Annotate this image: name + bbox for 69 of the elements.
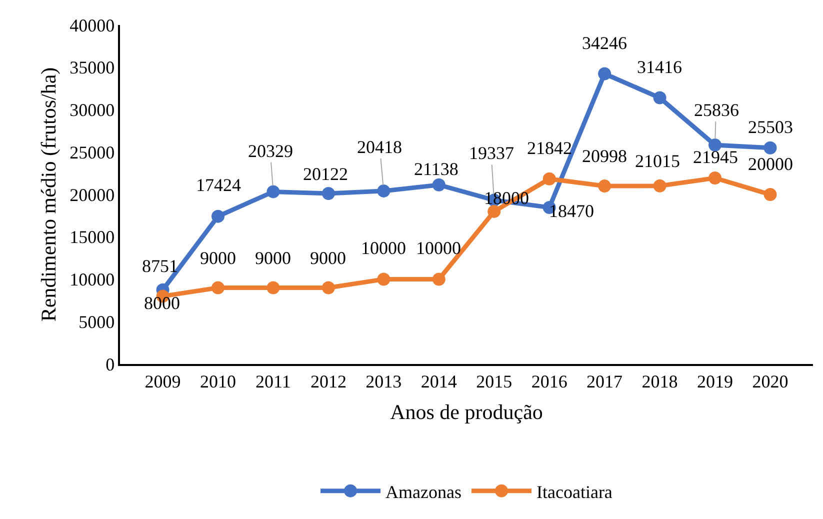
data-label: 9000	[310, 248, 346, 268]
data-label: 21842	[527, 138, 572, 158]
data-label: 21138	[414, 159, 458, 179]
point	[653, 179, 666, 192]
point	[708, 172, 722, 185]
data-label: 17424	[196, 175, 241, 195]
data-label: 25503	[748, 117, 793, 137]
point	[212, 210, 224, 223]
y-tick-label: 0	[106, 354, 115, 374]
data-label: 25836	[694, 100, 739, 120]
point	[764, 188, 777, 201]
y-tick-label: 35000	[70, 58, 115, 78]
point	[266, 281, 280, 294]
point	[322, 186, 335, 200]
data-label: 9000	[200, 248, 236, 268]
data-label: 20329	[248, 141, 293, 161]
legend-label: Itacoatiara	[536, 482, 612, 502]
x-tick-label: 2011	[256, 371, 291, 392]
data-label: 20000	[748, 154, 793, 174]
x-tick-label: 2010	[200, 371, 236, 392]
x-tick-label: 2014	[420, 371, 457, 392]
y-tick-label: 15000	[70, 227, 115, 248]
legend-label: Amazonas	[386, 482, 462, 502]
point	[653, 91, 666, 104]
point	[708, 138, 722, 152]
y-tick-label: 10000	[70, 270, 115, 290]
point	[598, 180, 612, 193]
y-axis-title: Rendimento médio (frutos/ha)	[36, 67, 60, 322]
point	[212, 281, 224, 294]
x-tick-label: 2016	[531, 371, 568, 392]
x-axis-title: Anos de produção	[390, 400, 543, 424]
data-label: 21945	[693, 147, 738, 167]
x-tick-label: 2013	[366, 371, 402, 392]
data-label: 8000	[144, 293, 180, 313]
data-label: 18470	[549, 201, 594, 221]
point	[764, 141, 777, 154]
y-tick-label: 25000	[70, 142, 115, 162]
point	[488, 204, 501, 218]
y-tick-label: 20000	[70, 184, 115, 205]
point	[322, 281, 335, 294]
data-label: 18000	[484, 188, 529, 208]
point	[598, 67, 612, 80]
x-tick-label: 2015	[476, 371, 512, 392]
point	[432, 178, 446, 192]
data-label: 34246	[582, 33, 627, 53]
point	[266, 185, 280, 198]
data-label: 20122	[303, 164, 348, 184]
x-tick-label: 2018	[642, 371, 678, 392]
data-label: 21015	[635, 151, 680, 171]
y-tick-label: 40000	[70, 15, 115, 36]
x-tick-label: 2017	[586, 371, 623, 392]
data-label: 10000	[416, 238, 461, 258]
data-label: 20418	[357, 137, 402, 157]
point	[377, 184, 390, 198]
y-tick-label: 30000	[70, 100, 115, 120]
point	[432, 272, 446, 286]
x-tick-label: 2020	[752, 371, 788, 392]
data-label: 8751	[142, 256, 178, 276]
data-label: 9000	[255, 248, 291, 268]
y-tick-label: 5000	[78, 312, 115, 332]
point	[542, 172, 556, 186]
data-label: 20998	[582, 146, 627, 166]
x-tick-label: 2012	[310, 371, 346, 392]
data-label: 10000	[361, 238, 406, 258]
x-tick-label: 2009	[144, 371, 181, 392]
point	[377, 272, 390, 286]
data-label: 19337	[469, 143, 514, 163]
x-tick-label: 2019	[697, 371, 733, 392]
data-label: 31416	[637, 57, 682, 77]
